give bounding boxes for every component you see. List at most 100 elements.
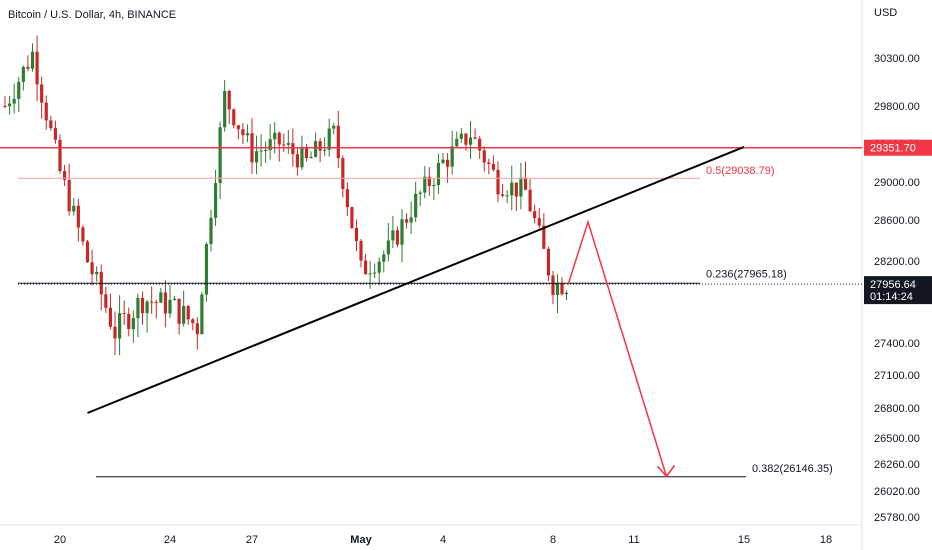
candle-body — [53, 128, 58, 140]
ascending-trendline[interactable] — [87, 145, 745, 414]
fib-0.236-label: 0.236(27965.18) — [706, 268, 787, 280]
candle-body — [223, 90, 227, 128]
candle-body — [418, 192, 422, 194]
candle-body — [436, 162, 441, 185]
candle-body — [213, 183, 218, 218]
candle — [341, 155, 345, 198]
candle-body — [473, 137, 477, 139]
candle-body — [168, 299, 172, 314]
candle — [277, 131, 281, 162]
candle — [58, 134, 62, 174]
candle — [17, 76, 21, 113]
candle — [336, 110, 340, 169]
candle-body — [273, 132, 277, 140]
candle — [209, 209, 213, 252]
candle — [523, 161, 528, 191]
candle — [500, 183, 505, 198]
candle — [172, 295, 177, 301]
price-tick-label: 27400.00 — [874, 338, 920, 350]
candle — [363, 253, 368, 275]
candle-body — [510, 182, 514, 196]
candle-body — [377, 261, 381, 273]
candle — [95, 266, 99, 282]
candle-body — [533, 211, 537, 219]
time-tick-label: 20 — [54, 534, 66, 546]
candle — [313, 132, 318, 158]
candle-body — [122, 313, 126, 315]
candle — [414, 181, 418, 223]
candle-body — [182, 306, 186, 324]
candle-body — [245, 133, 250, 136]
candle — [560, 277, 564, 296]
candle — [368, 260, 372, 289]
candle — [268, 123, 272, 160]
candle-body — [204, 244, 209, 295]
candle-body — [354, 227, 359, 241]
candle — [254, 135, 259, 175]
candle — [182, 290, 186, 327]
candle-body — [291, 143, 295, 155]
candle-body — [345, 189, 349, 208]
candle — [227, 89, 231, 125]
candle — [318, 138, 322, 163]
candle-body — [459, 133, 463, 139]
candle-body — [108, 307, 113, 327]
candle — [327, 118, 331, 157]
candle-body — [113, 326, 117, 339]
time-axis[interactable]: 20 24 27 May 4 8 11 15 18 — [54, 534, 832, 546]
candle-body — [386, 240, 390, 255]
projection-path[interactable] — [567, 219, 668, 477]
candle — [259, 134, 263, 167]
candle-body — [232, 109, 236, 126]
candle — [455, 131, 459, 148]
candlestick-series — [3, 35, 569, 356]
time-tick-label: 8 — [550, 534, 556, 546]
fib-0.382-label: 0.382(26146.35) — [752, 463, 833, 475]
candle — [519, 162, 523, 210]
candle-body — [62, 171, 67, 180]
candle — [491, 155, 496, 172]
candle — [323, 137, 327, 157]
candle — [21, 65, 25, 91]
candle — [432, 178, 436, 201]
time-tick-label: 24 — [164, 534, 176, 546]
candle-body — [409, 217, 413, 223]
candle-body — [90, 262, 94, 275]
candle-body — [277, 132, 281, 145]
candle-body — [295, 154, 300, 168]
fib-0.5-label: 0.5(29038.79) — [706, 165, 775, 177]
candle-body — [259, 150, 263, 152]
candle-body — [154, 302, 158, 304]
price-tick-label: 29000.00 — [874, 177, 920, 189]
time-tick-label: 18 — [820, 534, 832, 546]
candle-body — [268, 139, 272, 151]
candle — [200, 291, 204, 335]
drawing-overlays — [0, 145, 862, 478]
candle-body — [81, 227, 85, 242]
candle-body — [546, 248, 551, 276]
candle — [67, 163, 71, 216]
candle-body — [468, 137, 473, 145]
candle-body — [264, 150, 268, 152]
candle — [505, 190, 509, 204]
time-tick-label: 15 — [738, 534, 750, 546]
price-tick-label: 27100.00 — [874, 370, 920, 382]
candle — [213, 169, 218, 226]
candle-body — [519, 177, 523, 197]
candle-body — [505, 195, 509, 197]
candle-body — [414, 193, 418, 218]
candle — [537, 207, 541, 229]
candle — [232, 108, 236, 129]
candle-body — [236, 125, 240, 130]
last-price-text: 27956.64 — [870, 279, 916, 291]
candle-body — [359, 240, 363, 261]
candle-body — [21, 66, 25, 82]
candle — [49, 115, 53, 131]
candle — [150, 286, 154, 314]
candle-body — [309, 156, 313, 159]
candle-body — [300, 146, 304, 168]
candle — [487, 158, 491, 175]
candle — [108, 293, 113, 330]
